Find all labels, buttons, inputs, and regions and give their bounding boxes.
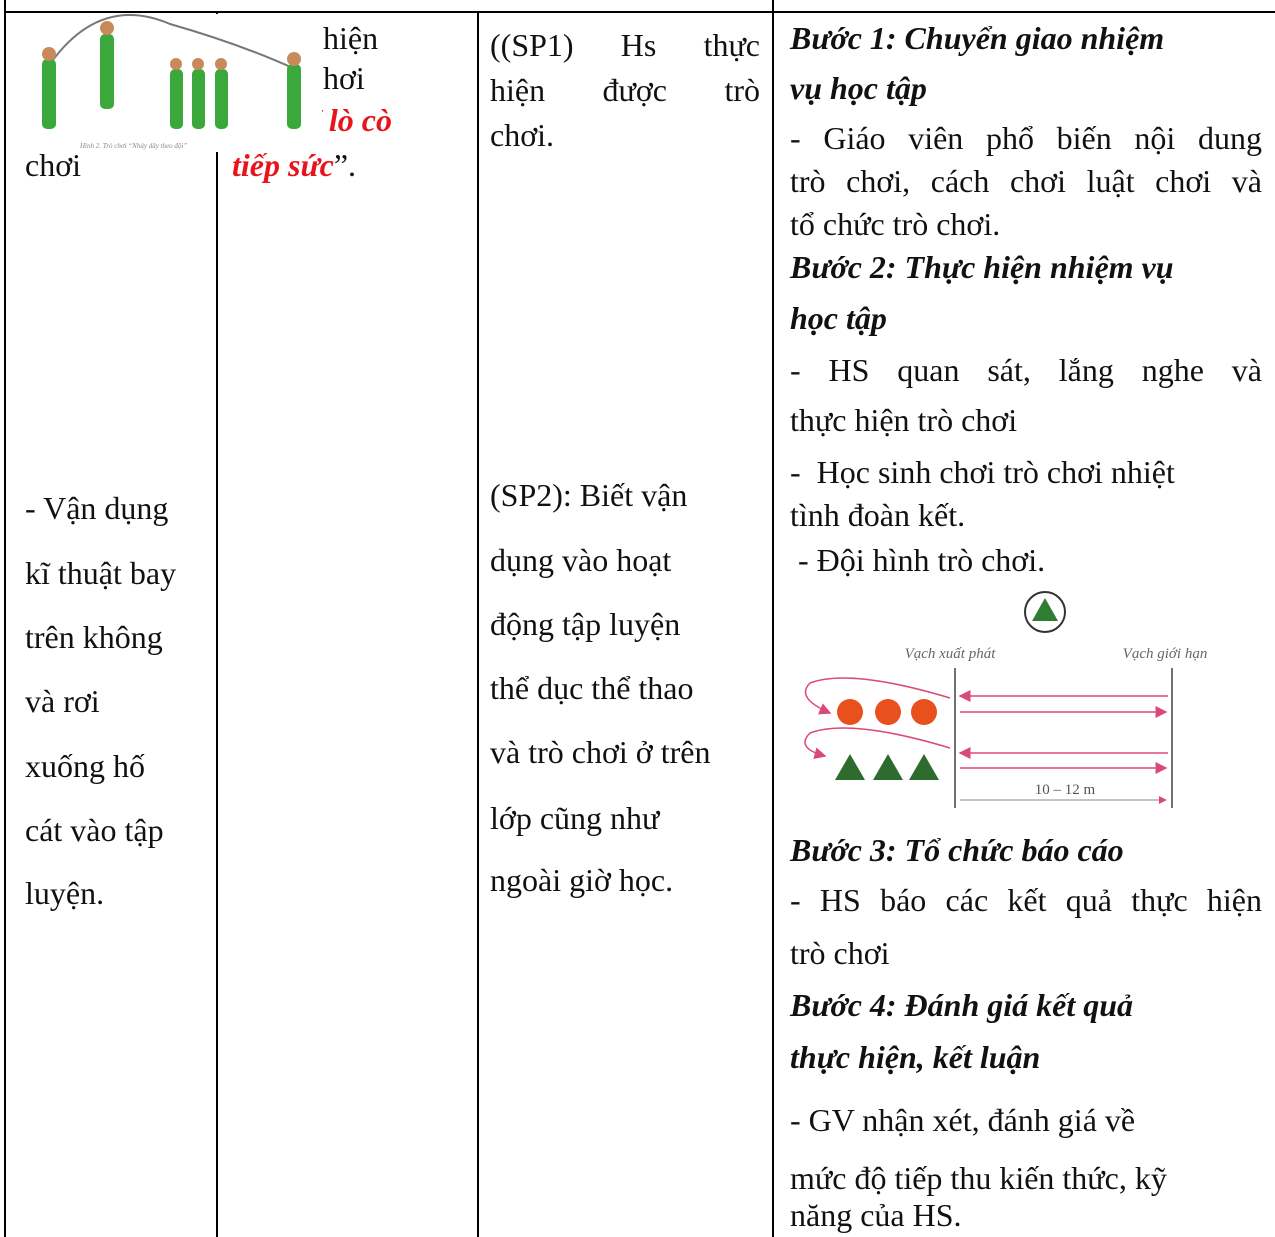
text: hiện được trò: [490, 72, 760, 108]
label: Vạch giới hạn: [1123, 646, 1208, 662]
text: - HS quan sát, lắng nghe và: [790, 352, 1262, 388]
text: chơi: [25, 147, 82, 183]
text: - Vận dụng: [25, 490, 169, 526]
text: ngoài giờ học.: [490, 862, 674, 898]
text: - HS báo các kết quả thực hiện: [790, 882, 1262, 918]
text: - GV nhận xét, đánh giá về: [790, 1102, 1136, 1138]
border: [4, 0, 6, 1237]
text: - Đội hình trò chơi.: [790, 542, 1046, 578]
text: hiện: [323, 20, 379, 56]
text: tình đoàn kết.: [790, 497, 966, 533]
step-heading: Bước 1: Chuyển giao nhiệm: [790, 20, 1165, 56]
text: lớp cũng như: [490, 800, 660, 836]
text: - Giáo viên phổ biến nội dung: [790, 120, 1262, 156]
text: tổ chức trò chơi.: [790, 206, 1001, 242]
text: (SP2): Biết vận: [490, 477, 688, 513]
game-name: tiếp sức: [232, 147, 334, 183]
game-name: / lò cò: [312, 102, 392, 138]
text: cát vào tập: [25, 812, 164, 848]
caption: Hình 2. Trò chơi “Nhảy dây theo đội”: [79, 142, 187, 150]
step-heading: thực hiện, kết luận: [790, 1039, 1041, 1075]
formation-diagram: Vạch xuất phát Vạch giới hạn 10 – 12 m: [804, 591, 1208, 808]
step-heading: Bước 4: Đánh giá kết quả: [790, 987, 1134, 1023]
border: [772, 0, 774, 1237]
text: và rơi: [25, 683, 100, 719]
text: ”.: [333, 147, 357, 183]
text: năng của HS.: [790, 1197, 962, 1233]
text: mức độ tiếp thu kiến thức, kỹ: [790, 1160, 1167, 1196]
border: [216, 12, 218, 1237]
text: trên không: [25, 619, 163, 655]
text: thực hiện trò chơi: [790, 402, 1018, 438]
text: luyện.: [25, 875, 105, 911]
text: chơi.: [490, 117, 555, 153]
text: và trò chơi ở trên: [490, 734, 711, 770]
label: Vạch xuất phát: [905, 646, 997, 662]
header-border: [4, 11, 1275, 13]
text: xuống hố: [25, 748, 145, 784]
text: động tập luyện: [490, 606, 681, 642]
illustration: Hình 2. Trò chơi “Nhảy dây theo đội”: [10, 14, 322, 152]
text: hơi: [323, 60, 365, 96]
text: thể dục thể thao: [490, 670, 694, 706]
text: dụng vào hoạt: [490, 542, 672, 578]
text: kĩ thuật bay: [25, 555, 177, 591]
text: ((SP1) Hs thực: [490, 27, 760, 63]
label: 10 – 12 m: [1035, 782, 1096, 798]
text: trò chơi: [790, 935, 890, 971]
border: [477, 12, 479, 1237]
text: - Học sinh chơi trò chơi nhiệt: [790, 454, 1175, 490]
step-heading: Bước 2: Thực hiện nhiệm vụ: [790, 249, 1174, 285]
text: tiếp sức”.: [232, 143, 356, 187]
text: trò chơi, cách chơi luật chơi và: [790, 163, 1262, 199]
step-heading: vụ học tập: [790, 70, 927, 106]
step-heading: học tập: [790, 300, 887, 336]
step-heading: Bước 3: Tổ chức báo cáo: [790, 832, 1124, 868]
